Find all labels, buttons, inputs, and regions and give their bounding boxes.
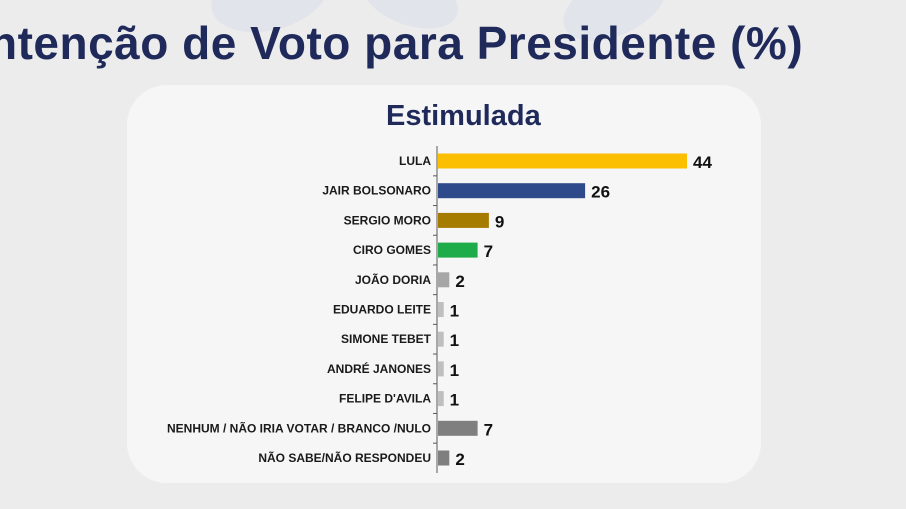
data-label: 26: [591, 183, 610, 202]
category-label: CIRO GOMES: [353, 243, 431, 257]
data-label: 1: [450, 361, 459, 380]
data-label: 7: [484, 242, 493, 261]
category-label: ANDRÉ JANONES: [327, 361, 431, 376]
page-title: ntenção de Voto para Presidente (%): [0, 17, 804, 69]
bar: [438, 183, 586, 199]
bar: [438, 242, 478, 258]
bar: [438, 331, 444, 347]
data-label: 2: [455, 450, 464, 469]
category-label: SERGIO MORO: [344, 213, 431, 227]
bar: [438, 450, 450, 466]
bar: [438, 272, 450, 288]
bar: [438, 420, 478, 436]
data-label: 1: [450, 391, 459, 410]
category-label: LULA: [399, 154, 431, 168]
category-label: SIMONE TEBET: [341, 332, 432, 346]
data-label: 1: [450, 331, 459, 350]
data-label: 1: [450, 302, 459, 321]
category-label: NENHUM / NÃO IRIA VOTAR / BRANCO /NULO: [167, 420, 431, 435]
category-label: JOÃO DORIA: [355, 272, 431, 287]
bar: [438, 361, 444, 377]
data-label: 9: [495, 212, 504, 231]
data-label: 7: [484, 420, 493, 439]
bar: [438, 391, 444, 407]
category-label: EDUARDO LEITE: [333, 303, 431, 317]
category-label: JAIR BOLSONARO: [322, 184, 431, 198]
bar: [438, 212, 489, 228]
chart-title: Estimulada: [386, 100, 541, 132]
data-label: 44: [693, 153, 712, 172]
bar: [438, 302, 444, 317]
category-label: NÃO SABE/NÃO RESPONDEU: [258, 450, 431, 465]
data-label: 2: [455, 272, 464, 291]
bar: [438, 153, 687, 169]
category-label: FELIPE D'AVILA: [339, 392, 431, 406]
